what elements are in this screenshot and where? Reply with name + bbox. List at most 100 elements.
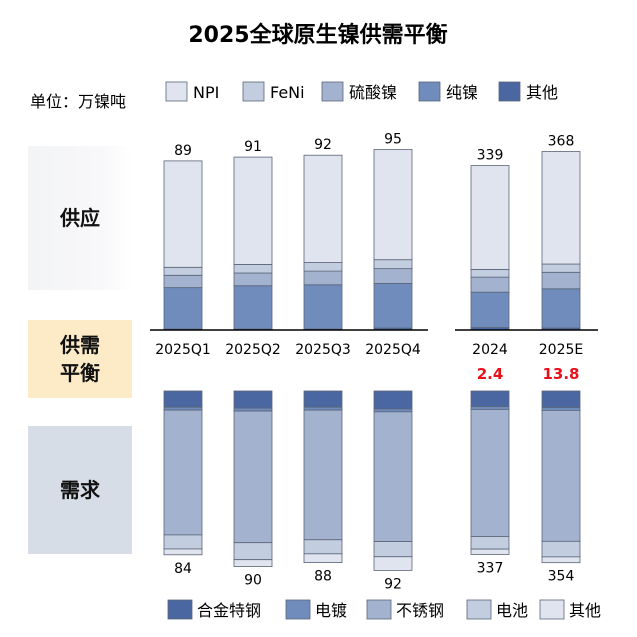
demand-bar-segment xyxy=(373,541,413,558)
supply-bar-segment xyxy=(303,270,343,286)
balance-values: 2.4 13.8 xyxy=(477,365,580,383)
supply-bar-segment xyxy=(373,283,413,329)
supply-bar-segment xyxy=(303,262,343,272)
demand-bar-segment xyxy=(373,390,413,410)
category-tick-label: 2025Q4 xyxy=(365,342,421,358)
supply-panel: 供应 xyxy=(28,146,132,290)
supply-legend-swatch xyxy=(418,81,441,102)
supply-legend-swatch xyxy=(321,81,344,102)
demand-total-label: 88 xyxy=(314,569,332,585)
demand-total-label: 354 xyxy=(548,569,575,585)
demand-legend-label: 合金特钢 xyxy=(197,601,261,620)
supply-legend-swatch xyxy=(242,81,265,102)
supply-total-label: 91 xyxy=(244,139,262,155)
demand-legend-swatch xyxy=(167,599,193,620)
supply-total-label: 368 xyxy=(548,134,575,150)
demand-bar-segment xyxy=(470,548,510,555)
supply-bar-segment xyxy=(541,288,581,329)
supply-bar-segment xyxy=(541,151,581,265)
supply-bar-segment xyxy=(163,266,203,276)
supply-bar-segment xyxy=(470,165,510,270)
supply-legend-label: NPI xyxy=(193,83,219,102)
demand-total-label: 90 xyxy=(244,573,262,589)
demand-legend-swatch xyxy=(466,599,492,620)
balance-value: 2.4 xyxy=(477,365,504,383)
unit-label: 单位：万镍吨 xyxy=(30,92,126,111)
demand-bar-segment xyxy=(303,539,343,555)
supply-bar-segment xyxy=(233,272,273,287)
demand-bar-segment xyxy=(233,542,273,561)
supply-bar-segment xyxy=(163,274,203,289)
supply-total-label: 89 xyxy=(174,143,192,159)
demand-bar-segment xyxy=(470,406,510,410)
demand-bar-segment xyxy=(373,556,413,571)
supply-total-label: 92 xyxy=(314,137,332,153)
demand-bar-segment xyxy=(470,536,510,550)
supply-bar-segment xyxy=(303,284,343,330)
supply-bar-segment xyxy=(303,154,343,263)
supply-legend-label: FeNi xyxy=(270,83,305,102)
demand-bar-segment xyxy=(470,409,510,537)
demand-bar-segment xyxy=(303,406,343,411)
category-tick-label: 2025Q3 xyxy=(295,342,351,358)
demand-legend-swatch xyxy=(285,599,311,620)
supply-bar-segment xyxy=(233,156,273,265)
demand-bar-segment xyxy=(373,408,413,413)
category-tick-label: 2025Q1 xyxy=(155,342,211,358)
supply-legend-label: 纯镍 xyxy=(446,83,478,102)
supply-bar-segment xyxy=(163,287,203,330)
balance-value: 13.8 xyxy=(542,365,579,383)
supply-panel-label: 供应 xyxy=(60,206,100,230)
demand-bars: 84 90 88 92 337 354 xyxy=(163,390,581,592)
supply-total-label: 95 xyxy=(384,132,402,148)
demand-bar-segment xyxy=(541,409,581,542)
demand-bar-segment xyxy=(303,409,343,541)
demand-legend-swatch xyxy=(366,599,392,620)
demand-legend-label: 电镀 xyxy=(315,601,347,620)
demand-legend-label: 不锈钢 xyxy=(396,601,444,620)
supply-bar-segment xyxy=(373,259,413,270)
demand-bar-segment xyxy=(163,548,203,556)
demand-bar-segment xyxy=(163,390,203,408)
category-tick-label: 2024 xyxy=(472,342,508,358)
demand-bar-segment xyxy=(541,407,581,411)
demand-legend-label: 其他 xyxy=(569,601,601,620)
demand-panel-label: 需求 xyxy=(60,478,100,502)
demand-bar-segment xyxy=(470,390,510,407)
demand-total-label: 337 xyxy=(477,560,504,576)
category-tick-label: 2025Q2 xyxy=(225,342,281,358)
demand-bar-segment xyxy=(233,407,273,412)
supply-bar-segment xyxy=(163,160,203,268)
demand-bar-segment xyxy=(163,409,203,536)
demand-bar-segment xyxy=(541,390,581,408)
demand-legend-swatch xyxy=(539,599,565,620)
demand-bar-segment xyxy=(163,534,203,550)
demand-bar-segment xyxy=(303,553,343,564)
chart-title: 2025全球原生镍供需平衡 xyxy=(188,22,447,48)
demand-bar-segment xyxy=(541,556,581,564)
supply-legend-swatch xyxy=(498,81,521,102)
supply-bar-segment xyxy=(470,291,510,328)
category-tick-label: 2025E xyxy=(539,342,583,358)
demand-panel: 需求 xyxy=(28,426,132,554)
balance-panel-label-2: 平衡 xyxy=(60,361,100,385)
supply-legend-swatch xyxy=(165,81,188,102)
demand-total-label: 92 xyxy=(384,576,402,592)
supply-bars: 89 2025Q1 91 2025Q2 92 2025Q3 95 2025Q4 339 2024 3… xyxy=(155,132,583,359)
supply-bar-segment xyxy=(541,263,581,273)
demand-bar-segment xyxy=(163,406,203,411)
supply-bar-segment xyxy=(373,268,413,284)
demand-legend-label: 电池 xyxy=(496,601,528,620)
supply-legend: NPI FeNi 硫酸镍 纯镍 其他 xyxy=(165,81,558,102)
demand-bar-segment xyxy=(373,411,413,542)
supply-total-label: 339 xyxy=(477,148,504,164)
supply-bar-segment xyxy=(233,264,273,274)
demand-bar-segment xyxy=(303,390,343,408)
supply-bar-segment xyxy=(470,268,510,278)
demand-bar-segment xyxy=(233,410,273,544)
supply-bar-segment xyxy=(541,271,581,290)
supply-bar-segment xyxy=(233,285,273,330)
supply-legend-label: 其他 xyxy=(526,83,558,102)
demand-total-label: 84 xyxy=(174,561,192,577)
